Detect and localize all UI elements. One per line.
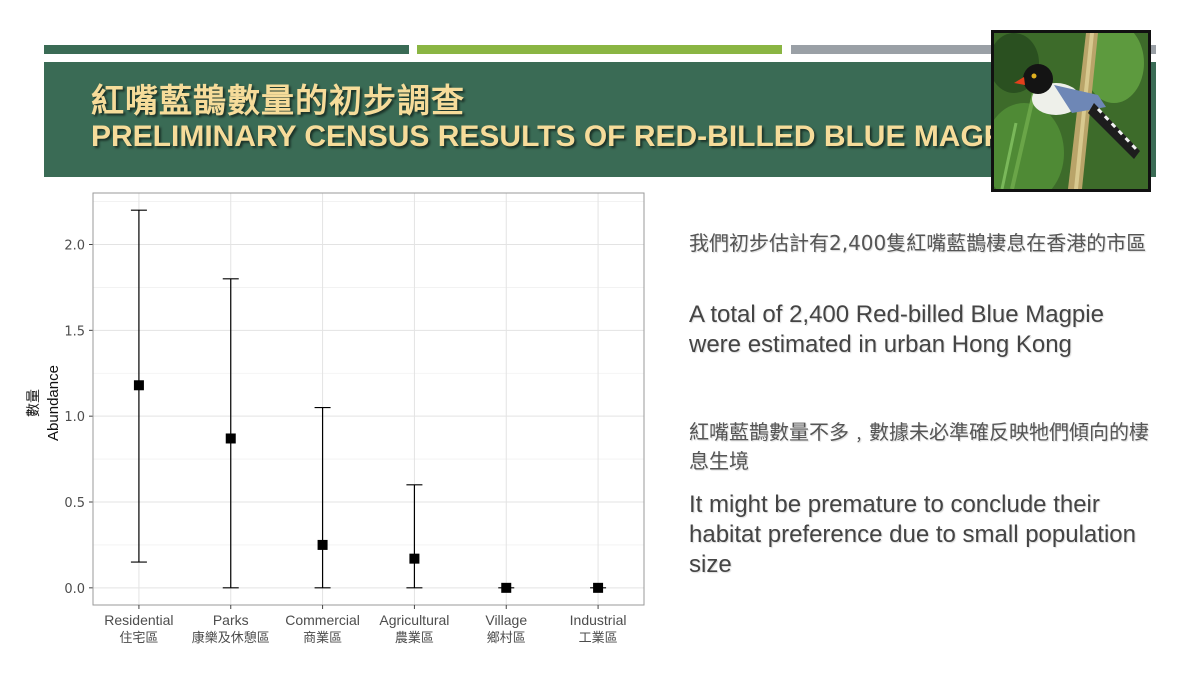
- x-tick-label-en: Parks: [213, 612, 249, 628]
- y-tick-label: 0.5: [64, 496, 85, 511]
- top-accent-bar-gray: [791, 45, 1156, 54]
- y-tick-label: 2.0: [64, 239, 85, 254]
- x-tick-label-cn: 農業區: [395, 630, 434, 646]
- x-tick-label-cn: 住宅區: [119, 631, 158, 646]
- y-tick-label: 1.0: [64, 410, 85, 425]
- y-tick-label: 1.5: [64, 324, 85, 339]
- paragraph-cn-estimate: 我們初步估計有2,400隻紅嘴藍鵲棲息在香港的市區: [689, 231, 1147, 255]
- paragraph-en-caveat: It might be premature to conclude their …: [689, 491, 1136, 578]
- y-axis-label-cn: 數量: [26, 389, 42, 417]
- x-tick-label-en: Commercial: [285, 612, 360, 628]
- x-tick-label-cn: 鄉村區: [487, 630, 526, 646]
- top-accent-bar-dark-green: [44, 45, 409, 54]
- x-tick-label-cn: 康樂及休憩區: [192, 630, 270, 646]
- x-tick-label-cn: 商業區: [303, 630, 342, 646]
- slide-title-english: PRELIMINARY CENSUS RESULTS OF RED-BILLED…: [91, 120, 1033, 153]
- data-point: [133, 380, 144, 391]
- data-point: [501, 582, 512, 593]
- data-point: [317, 539, 328, 550]
- paragraph-cn-caveat: 紅嘴藍鵲數量不多﹐數據未必準確反映牠們傾向的棲息生境: [689, 420, 1149, 473]
- data-point: [593, 582, 604, 593]
- paragraph-en-estimate: A total of 2,400 Red-billed Blue Magpie …: [689, 301, 1104, 358]
- plot-border: [92, 192, 645, 606]
- title-band: 紅嘴藍鵲數量的初步調查 PRELIMINARY CENSUS RESULTS O…: [44, 62, 1156, 177]
- x-tick-label-en: Agricultural: [379, 612, 449, 628]
- plot-panel: [93, 193, 644, 605]
- x-tick-label-cn: 工業區: [579, 630, 618, 646]
- chart-svg: 0.0 0.5 1.0 1.5 2.0 Residential 住宅區 Parks 康樂及休憩區…: [26, 192, 645, 646]
- x-tick-label-en: Industrial: [570, 612, 627, 628]
- x-tick-label-en: Village: [485, 612, 527, 628]
- data-point: [409, 553, 420, 564]
- red-billed-blue-magpie-photo: [991, 30, 1151, 192]
- abundance-chart: 0.0 0.5 1.0 1.5 2.0 Residential 住宅區 Parks 康樂及休憩區…: [0, 180, 660, 660]
- data-point: [225, 433, 236, 444]
- y-axis-label-en: Abundance: [45, 365, 62, 441]
- top-accent-bar-light-green: [417, 45, 782, 54]
- slide-title-chinese: 紅嘴藍鵲數量的初步調查: [91, 81, 465, 120]
- y-tick-label: 0.0: [64, 582, 85, 597]
- x-tick-label-en: Residential: [104, 612, 173, 628]
